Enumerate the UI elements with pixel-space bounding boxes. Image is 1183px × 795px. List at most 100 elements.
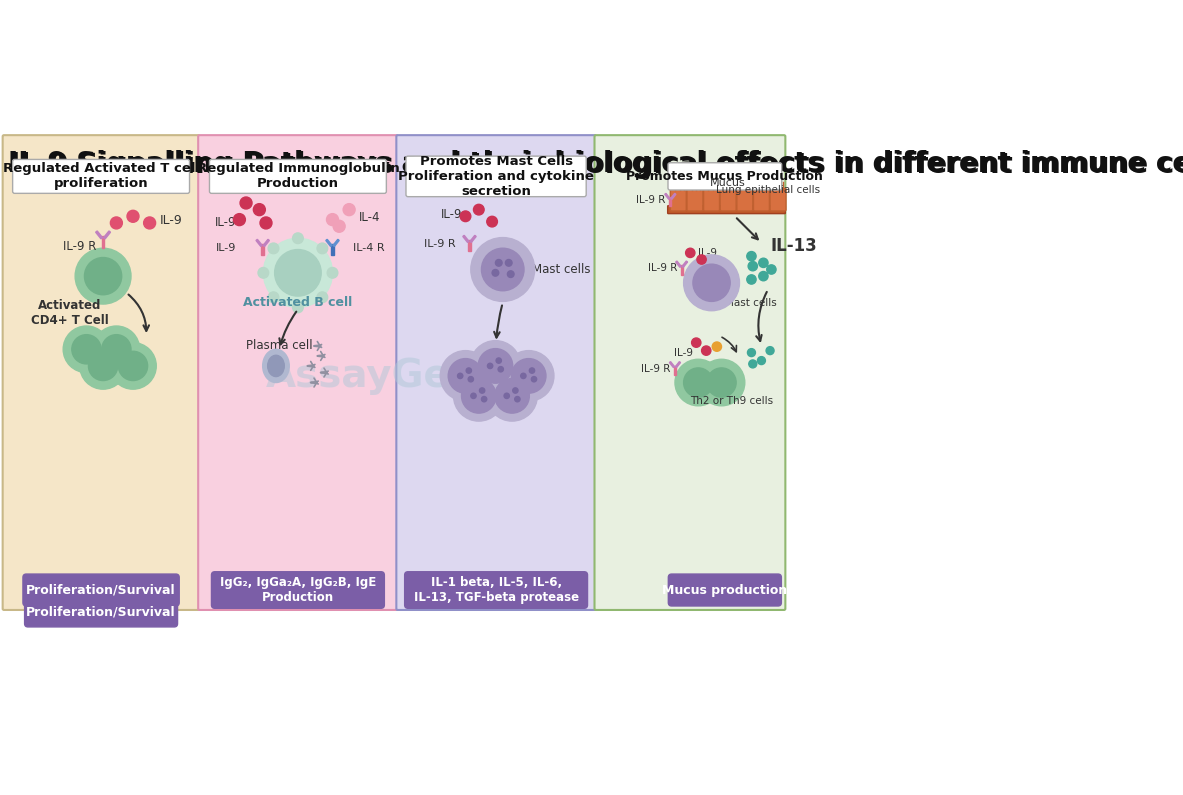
Circle shape <box>72 335 101 364</box>
FancyBboxPatch shape <box>13 160 189 193</box>
Text: IL-9: IL-9 <box>214 216 237 230</box>
Circle shape <box>473 204 484 215</box>
Text: Mucus production: Mucus production <box>662 584 788 596</box>
Circle shape <box>264 238 332 308</box>
Text: Proliferation/Survival: Proliferation/Survival <box>26 606 176 619</box>
Circle shape <box>233 214 245 226</box>
FancyArrow shape <box>671 193 675 200</box>
FancyBboxPatch shape <box>2 135 200 610</box>
Circle shape <box>496 358 502 363</box>
FancyBboxPatch shape <box>667 206 786 214</box>
Circle shape <box>76 248 131 304</box>
Circle shape <box>504 394 510 398</box>
FancyArrow shape <box>674 366 675 374</box>
Text: IL-9 R: IL-9 R <box>647 263 677 273</box>
Circle shape <box>470 340 521 391</box>
Circle shape <box>343 204 355 215</box>
FancyArrow shape <box>325 239 332 246</box>
Circle shape <box>453 370 504 421</box>
Circle shape <box>702 346 711 355</box>
Circle shape <box>698 359 745 405</box>
FancyBboxPatch shape <box>22 574 179 606</box>
FancyBboxPatch shape <box>25 597 177 627</box>
Text: IL-4 R: IL-4 R <box>354 243 384 254</box>
FancyBboxPatch shape <box>737 188 752 211</box>
FancyArrow shape <box>675 261 681 267</box>
FancyArrow shape <box>468 240 471 251</box>
Circle shape <box>253 204 265 215</box>
FancyBboxPatch shape <box>209 160 387 193</box>
Circle shape <box>479 388 485 394</box>
FancyBboxPatch shape <box>770 188 786 211</box>
Text: Promotes Mucus Production: Promotes Mucus Production <box>627 170 823 183</box>
Circle shape <box>240 197 252 209</box>
Circle shape <box>684 368 713 398</box>
Text: IL-9 Signalling Pathways and their biological effects in different immune cell t: IL-9 Signalling Pathways and their biolo… <box>9 151 1183 179</box>
FancyArrow shape <box>670 197 671 207</box>
FancyBboxPatch shape <box>687 188 703 211</box>
Text: Mucus: Mucus <box>710 178 746 188</box>
Text: IgG₂, IgGa₂A, IgG₂B, IgE
Production: IgG₂, IgGa₂A, IgG₂B, IgE Production <box>220 576 376 604</box>
FancyBboxPatch shape <box>671 188 686 211</box>
Text: Activated
CD4+ T Cell: Activated CD4+ T Cell <box>31 300 109 328</box>
FancyArrow shape <box>102 236 104 248</box>
Circle shape <box>486 216 497 227</box>
FancyBboxPatch shape <box>212 572 384 608</box>
Circle shape <box>504 351 554 401</box>
Circle shape <box>521 373 526 378</box>
FancyBboxPatch shape <box>199 135 397 610</box>
Circle shape <box>440 351 491 401</box>
FancyBboxPatch shape <box>720 188 736 211</box>
Circle shape <box>269 243 279 254</box>
Circle shape <box>494 378 529 413</box>
Circle shape <box>758 258 768 267</box>
FancyArrow shape <box>332 239 340 246</box>
Circle shape <box>748 262 757 271</box>
Text: IL-9 R: IL-9 R <box>635 195 665 204</box>
Circle shape <box>143 217 156 229</box>
Circle shape <box>757 357 765 365</box>
Circle shape <box>466 368 472 373</box>
Circle shape <box>460 211 471 222</box>
Text: Mast cells: Mast cells <box>725 298 776 308</box>
FancyBboxPatch shape <box>704 188 719 211</box>
Circle shape <box>515 397 521 401</box>
Circle shape <box>471 394 476 398</box>
Text: IL-13: IL-13 <box>770 237 816 255</box>
Circle shape <box>89 351 117 381</box>
Circle shape <box>84 258 122 295</box>
Text: Th2 or Th9 cells: Th2 or Th9 cells <box>690 396 772 406</box>
Circle shape <box>478 349 512 383</box>
Circle shape <box>258 267 269 278</box>
Text: Plasma cell: Plasma cell <box>246 339 312 352</box>
Text: Lung epithelial cells: Lung epithelial cells <box>716 184 820 195</box>
Circle shape <box>511 359 547 394</box>
FancyBboxPatch shape <box>405 572 588 608</box>
FancyArrow shape <box>331 244 334 255</box>
Circle shape <box>448 359 483 394</box>
Text: Activated B cell: Activated B cell <box>244 297 353 309</box>
Circle shape <box>110 217 122 229</box>
Circle shape <box>292 233 303 243</box>
Text: IL-9: IL-9 <box>441 208 463 222</box>
Circle shape <box>529 368 535 373</box>
Circle shape <box>486 370 537 421</box>
Circle shape <box>461 378 496 413</box>
Circle shape <box>697 255 706 264</box>
Text: Proliferation/Survival: Proliferation/Survival <box>26 584 176 596</box>
FancyArrow shape <box>263 239 270 246</box>
Text: IL-9: IL-9 <box>674 347 693 358</box>
FancyArrow shape <box>665 193 670 200</box>
FancyArrow shape <box>675 362 680 367</box>
Circle shape <box>110 343 156 390</box>
Circle shape <box>274 250 322 296</box>
Text: AssayGenie: AssayGenie <box>266 357 518 395</box>
Text: IL-9: IL-9 <box>698 248 717 258</box>
FancyArrow shape <box>670 362 674 367</box>
Circle shape <box>481 397 486 401</box>
Circle shape <box>118 351 148 381</box>
Circle shape <box>748 349 756 357</box>
Text: Regulated Activated T cell
proliferation: Regulated Activated T cell proliferation <box>2 162 200 190</box>
Circle shape <box>468 377 473 382</box>
FancyBboxPatch shape <box>668 163 782 190</box>
